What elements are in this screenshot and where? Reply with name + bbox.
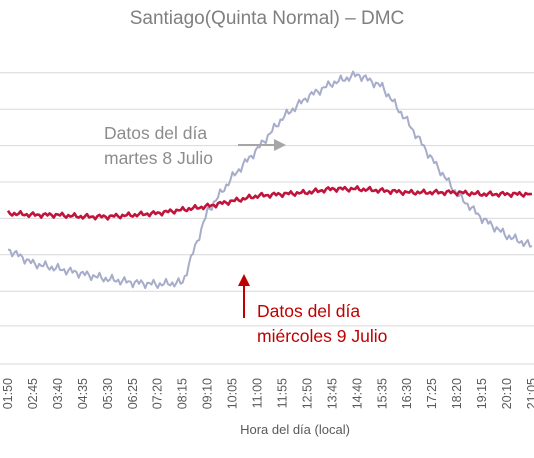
x-tick-label: 09:10 (201, 378, 215, 409)
x-tick-label: 16:30 (400, 378, 414, 409)
x-tick-label: 21:05 (525, 378, 534, 409)
x-tick-label: 03:40 (51, 378, 65, 409)
annotation-martes: Datos del día martes 8 Julio (104, 123, 286, 168)
x-tick-label: 04:35 (76, 378, 90, 409)
x-tick-label: 15:35 (375, 378, 389, 409)
annotation-martes-line-1: Datos del día (104, 123, 207, 143)
x-tick-label: 13:45 (325, 378, 339, 409)
x-tick-label: 18:20 (450, 378, 464, 409)
x-tick-label: 20:10 (500, 378, 514, 409)
x-tick-label: 19:15 (475, 378, 489, 409)
x-tick-label: 08:15 (176, 378, 190, 409)
x-tick-label: 11:55 (275, 378, 289, 408)
series-line-0 (7, 70, 533, 290)
series-lines (6, 70, 533, 290)
x-tick-label: 10:05 (226, 378, 240, 409)
x-tick-label: 12:50 (300, 378, 314, 409)
x-tick-label: 17:25 (425, 378, 439, 409)
annotation-miercoles-line-2: miércoles 9 Julio (257, 326, 387, 346)
series-line-1 (6, 185, 532, 221)
annotation-martes-arrowhead (274, 139, 286, 151)
x-tick-label: 06:25 (126, 378, 140, 409)
x-tick-label: 11:00 (251, 378, 265, 408)
x-tick-label: 05:30 (101, 378, 115, 409)
x-tick-label: 01:50 (1, 378, 15, 409)
x-tick-label: 02:45 (26, 378, 40, 409)
x-tick-label: 14:40 (350, 378, 364, 409)
x-tick-label: 07:20 (151, 378, 165, 409)
x-axis-label: Hora del día (local) (240, 422, 350, 437)
chart-title: Santiago(Quinta Normal) – DMC (129, 8, 405, 29)
x-tick-labels: 01:50 02:45 03:40 04:35 05:30 06:25 07:20 08:15… (1, 378, 534, 409)
annotation-miercoles-arrowhead (238, 274, 250, 286)
annotation-martes-line-2: martes 8 Julio (104, 148, 213, 168)
annotation-miercoles-line-1: Datos del día (257, 301, 360, 321)
annotation-miercoles: Datos del día miércoles 9 Julio (238, 274, 387, 346)
